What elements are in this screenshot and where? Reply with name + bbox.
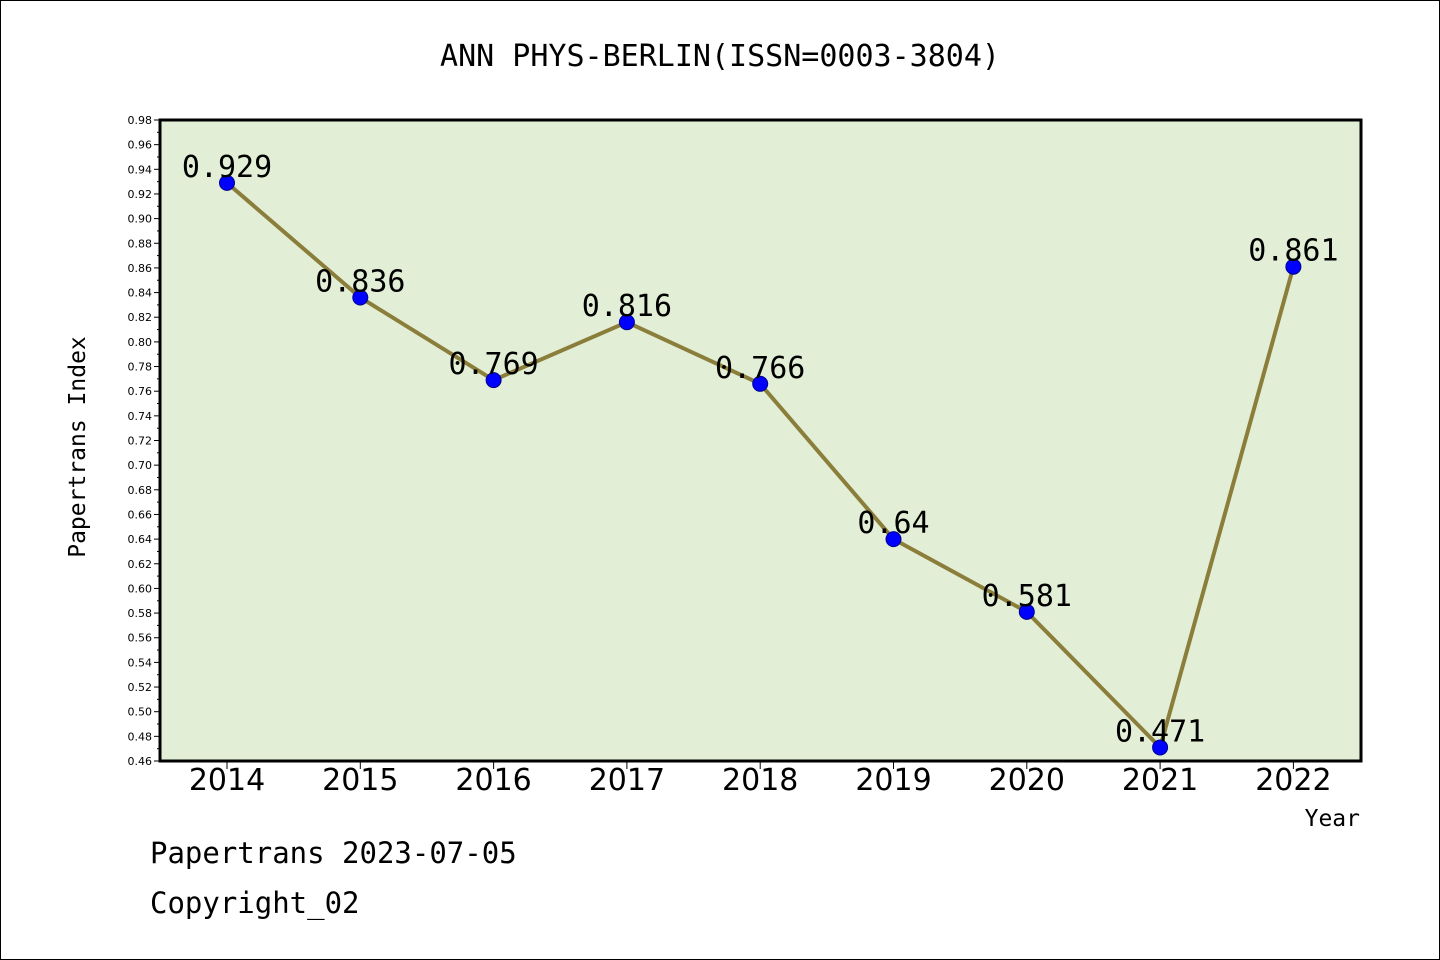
x-tick-label: 2021 (1122, 763, 1198, 798)
y-tick-label: 0.86 (128, 262, 153, 275)
y-tick-label: 0.90 (128, 213, 153, 226)
y-axis-label: Papertrans Index (65, 336, 91, 558)
y-tick-label: 0.98 (128, 114, 153, 127)
x-tick-label: 2017 (589, 763, 665, 798)
data-label: 0.471 (1115, 714, 1205, 749)
data-label: 0.816 (582, 289, 672, 324)
y-tick-label: 0.62 (128, 558, 153, 571)
y-tick-label: 0.88 (128, 237, 153, 250)
data-point (618, 314, 635, 331)
y-tick-label: 0.76 (128, 385, 153, 398)
data-points (219, 174, 1302, 756)
data-point (485, 372, 502, 389)
x-tick-label: 2018 (722, 763, 798, 798)
y-tick-label: 0.96 (128, 139, 153, 152)
y-tick-label: 0.54 (128, 656, 153, 669)
x-tick-label: 2019 (855, 763, 931, 798)
y-axis: 0.46 0.48 0.50 0.52 0.54 0.56 0.58 0.60 0.62 0.64… (128, 114, 160, 768)
footer-date: Papertrans 2023-07-05 (150, 836, 517, 870)
y-tick-label: 0.94 (128, 163, 153, 176)
y-tick-label: 0.78 (128, 361, 153, 374)
y-tick-label: 0.50 (128, 706, 153, 719)
data-point (1018, 603, 1035, 620)
x-tick-label: 2015 (322, 763, 398, 798)
y-tick-label: 0.64 (128, 533, 153, 546)
x-tick-label: 2022 (1255, 763, 1331, 798)
plot-border (158, 118, 1363, 763)
y-tick-label: 0.60 (128, 582, 153, 595)
y-tick-label: 0.46 (128, 755, 153, 768)
x-axis-label: Year (1305, 806, 1360, 832)
y-tick-label: 0.48 (128, 730, 153, 743)
y-tick-label: 0.80 (128, 336, 153, 349)
data-label: 0.929 (182, 150, 272, 185)
x-tick-label: 2016 (455, 763, 531, 798)
data-label: 0.64 (857, 506, 929, 541)
data-point (1285, 258, 1302, 275)
y-tick-label: 0.74 (128, 410, 153, 423)
chart-title: ANN PHYS-BERLIN(ISSN=0003-3804) (440, 39, 1000, 74)
data-label: 0.766 (715, 351, 805, 386)
data-labels: 0.929 0.836 0.769 0.816 0.766 0.64 0.581 0.471 0… (182, 150, 1339, 750)
y-tick-label: 0.82 (128, 311, 153, 324)
data-label: 0.861 (1248, 234, 1338, 269)
y-tick-label: 0.66 (128, 508, 153, 521)
y-tick-label: 0.84 (128, 287, 153, 300)
y-tick-label: 0.72 (128, 435, 153, 448)
x-tick-label: 2014 (189, 763, 265, 798)
plot-area (160, 120, 1361, 761)
x-axis: 2014 2015 2016 2017 2018 2019 2020 2021 2022 (189, 761, 1332, 798)
y-tick-label: 0.70 (128, 459, 153, 472)
data-label: 0.581 (982, 579, 1072, 614)
y-tick-label: 0.56 (128, 632, 153, 645)
data-point (885, 531, 902, 548)
y-tick-label: 0.58 (128, 607, 153, 620)
y-tick-label: 0.52 (128, 681, 153, 694)
footer-copyright: Copyright_02 (150, 886, 360, 920)
data-point (1152, 739, 1169, 756)
data-point (752, 375, 769, 392)
data-label: 0.769 (448, 347, 538, 382)
y-tick-label: 0.92 (128, 188, 153, 201)
y-tick-label: 0.68 (128, 484, 153, 497)
data-label: 0.836 (315, 265, 405, 300)
data-point (219, 174, 235, 191)
data-point (352, 289, 369, 306)
x-tick-label: 2020 (989, 763, 1065, 798)
